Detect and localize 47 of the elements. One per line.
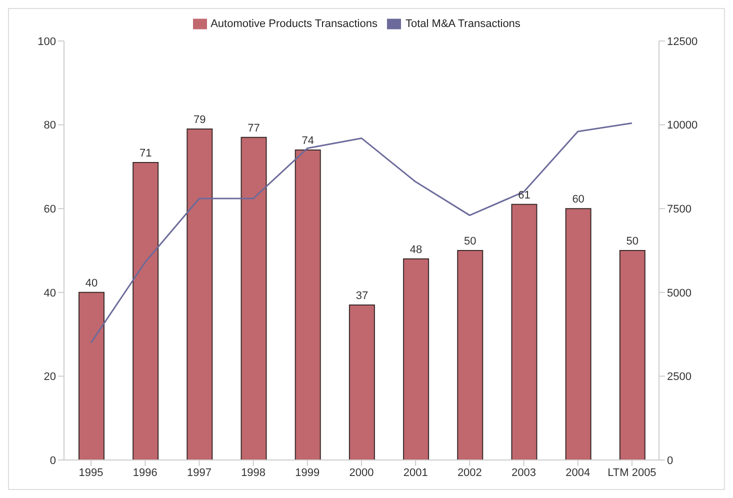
y2-tick-label: 12500 <box>667 36 698 48</box>
bar <box>240 136 267 460</box>
data-label: 61 <box>518 189 530 202</box>
x-tick-label: 1998 <box>241 466 266 479</box>
bar <box>132 162 159 460</box>
data-label: 48 <box>410 244 422 256</box>
y-tick-label: 80 <box>44 120 56 132</box>
x-tick-label: 1996 <box>132 466 158 479</box>
y2-tick-label: 0 <box>667 454 674 467</box>
data-label: 50 <box>464 236 476 248</box>
x-tick-label: LTM 2005 <box>608 466 656 479</box>
y-tick-label: 0 <box>50 454 56 467</box>
x-tick-label: 2000 <box>349 466 374 479</box>
x-tick-label: 1999 <box>295 466 320 479</box>
y-tick-label: 40 <box>44 287 56 300</box>
data-label: 71 <box>139 148 152 160</box>
x-tick-label: 2002 <box>457 466 482 479</box>
x-tick-label: 1995 <box>78 466 104 479</box>
data-label: 74 <box>302 134 314 147</box>
bar <box>403 258 430 460</box>
data-label: 37 <box>356 290 368 302</box>
data-label: 40 <box>85 277 98 290</box>
data-label: 60 <box>572 194 584 206</box>
y-tick-label: 20 <box>44 371 56 384</box>
bar <box>619 250 646 460</box>
y-tick-label: 100 <box>38 36 56 48</box>
y2-tick-label: 2500 <box>667 371 692 384</box>
x-tick-label: 2003 <box>512 466 536 479</box>
data-label: 79 <box>194 114 206 126</box>
bar <box>294 149 321 460</box>
bar <box>457 250 484 460</box>
bar <box>348 304 375 460</box>
x-tick-label: 2001 <box>403 466 428 479</box>
x-tick-label: 2004 <box>566 466 590 479</box>
data-label: 50 <box>626 236 639 248</box>
data-label: 77 <box>248 122 260 134</box>
y2-tick-label: 5000 <box>667 287 692 300</box>
y2-tick-label: 7500 <box>667 204 692 216</box>
bar <box>565 208 592 460</box>
y-tick-label: 60 <box>44 204 56 216</box>
y2-tick-label: 10000 <box>667 120 698 132</box>
legend-label: Automotive Products Transactions <box>210 18 378 30</box>
legend-label: Total M&A Transactions <box>405 18 520 30</box>
x-tick-label: 1997 <box>186 466 212 479</box>
bar <box>186 128 213 460</box>
bar <box>78 292 104 460</box>
bar <box>511 204 538 460</box>
